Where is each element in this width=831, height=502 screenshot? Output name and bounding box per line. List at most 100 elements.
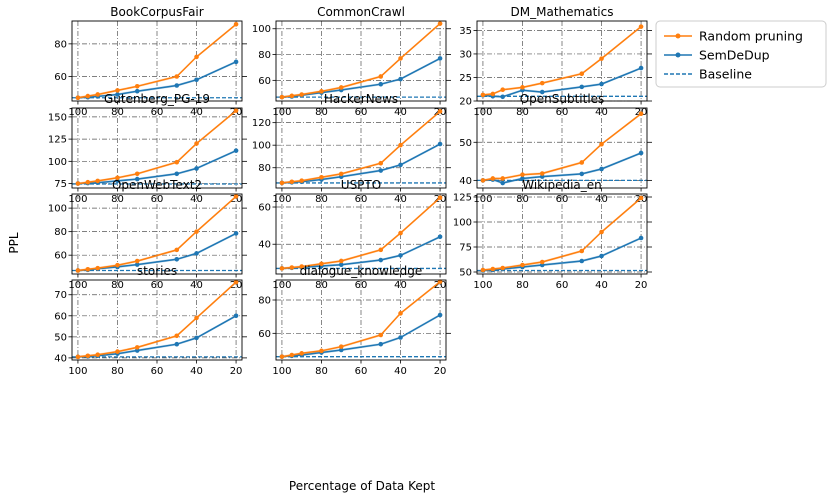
random-pruning-point bbox=[338, 258, 344, 264]
subplot-title: OpenSubtitles bbox=[520, 92, 605, 106]
x-tick-label: 80 bbox=[516, 280, 529, 291]
x-tick-label: 20 bbox=[434, 366, 447, 377]
x-tick-label: 80 bbox=[315, 366, 328, 377]
random-pruning-point bbox=[279, 180, 285, 186]
random-pruning-point bbox=[233, 194, 239, 199]
random-pruning-point bbox=[299, 92, 304, 97]
semdedup-point bbox=[579, 258, 585, 264]
x-tick-label: 80 bbox=[315, 194, 328, 205]
y-tick-label: 60 bbox=[54, 72, 67, 83]
y-tick-label: 100 bbox=[48, 204, 67, 215]
y-tick-label: 70 bbox=[54, 290, 67, 301]
random-pruning-point bbox=[134, 258, 140, 264]
random-pruning-point bbox=[378, 160, 384, 166]
random-pruning-point bbox=[289, 93, 295, 99]
x-tick-label: 60 bbox=[556, 194, 569, 205]
y-tick-label: 60 bbox=[258, 329, 271, 340]
semdedup-point bbox=[174, 171, 180, 177]
axes-frame bbox=[71, 107, 243, 189]
semdedup-point bbox=[599, 81, 604, 87]
semdedup-point bbox=[233, 231, 239, 236]
y-tick-label: 150 bbox=[48, 112, 67, 123]
random-pruning-point bbox=[319, 89, 324, 94]
legend-box bbox=[655, 20, 827, 88]
y-tick-label: 60 bbox=[258, 203, 271, 214]
subplot-title: HackerNews bbox=[324, 92, 398, 106]
random-pruning-point bbox=[75, 268, 81, 273]
semdedup-point bbox=[398, 162, 403, 168]
semdedup-point bbox=[233, 59, 239, 65]
axes-frame bbox=[275, 193, 447, 275]
semdedup-point bbox=[437, 141, 443, 147]
random-pruning-point bbox=[437, 195, 443, 201]
semdedup-point bbox=[233, 148, 239, 153]
semdedup-point bbox=[115, 92, 120, 97]
semdedup-point bbox=[174, 83, 180, 88]
x-tick-label: 20 bbox=[230, 280, 243, 291]
x-tick-label: 100 bbox=[272, 280, 291, 291]
y-tick-label: 125 bbox=[48, 135, 67, 146]
x-tick-label: 40 bbox=[394, 280, 407, 291]
y-tick-label: 40 bbox=[54, 353, 67, 364]
x-tick-label: 40 bbox=[190, 280, 203, 291]
subplot-title: DM_Mathematics bbox=[511, 5, 614, 19]
x-tick-label: 60 bbox=[151, 280, 164, 291]
semdedup-point bbox=[599, 253, 604, 259]
subplot-title: BookCorpusFair bbox=[110, 5, 203, 19]
y-tick-label: 100 bbox=[252, 141, 271, 152]
x-tick-label: 20 bbox=[230, 366, 243, 377]
semdedup-point bbox=[520, 176, 525, 181]
subplot-uspto: USPTO 100 80 60 40 20 40 60 bbox=[258, 178, 451, 291]
semdedup-point bbox=[638, 235, 644, 241]
random-pruning-point bbox=[233, 108, 239, 113]
random-pruning-point bbox=[279, 94, 285, 100]
random-pruning-point bbox=[95, 352, 100, 358]
random-pruning-point bbox=[520, 85, 525, 90]
y-tick-label: 60 bbox=[54, 311, 67, 322]
random-pruning-point bbox=[85, 93, 91, 99]
random-pruning-point bbox=[115, 262, 120, 268]
random-pruning-point bbox=[75, 181, 81, 186]
random-pruning-point bbox=[115, 349, 120, 354]
random-pruning-point bbox=[579, 160, 585, 165]
random-pruning-point bbox=[520, 262, 525, 268]
random-pruning-point bbox=[174, 333, 180, 339]
semdedup-point bbox=[398, 335, 403, 340]
axes-frame bbox=[71, 279, 243, 361]
legend: Random pruning SemDeDup Baseline bbox=[655, 20, 827, 88]
random-pruning-point bbox=[134, 171, 140, 177]
x-tick-label: 80 bbox=[315, 280, 328, 291]
subplot-grid: BookCorpusFair 100 80 60 40 20 60 80 CommonCrawl… bbox=[48, 5, 652, 377]
random-pruning-point bbox=[75, 95, 81, 101]
random-pruning-point bbox=[599, 56, 604, 61]
x-tick-label: 100 bbox=[68, 280, 87, 291]
semdedup-point bbox=[398, 253, 403, 258]
y-tick-label: 60 bbox=[54, 251, 67, 262]
semdedup-point bbox=[338, 347, 344, 353]
random-pruning-point bbox=[319, 174, 324, 180]
y-tick-label: 25 bbox=[459, 73, 472, 84]
axes-frame bbox=[476, 193, 648, 275]
y-tick-label: 100 bbox=[453, 218, 472, 229]
random-pruning-point bbox=[539, 80, 545, 86]
x-tick-label: 40 bbox=[190, 366, 203, 377]
random-pruning-point bbox=[638, 24, 644, 29]
semdedup-point bbox=[338, 262, 344, 267]
random-pruning-point bbox=[500, 176, 505, 181]
semdedup-point bbox=[378, 257, 384, 263]
x-tick-label: 100 bbox=[473, 194, 492, 205]
random-pruning-point bbox=[194, 229, 199, 234]
x-tick-label: 40 bbox=[595, 280, 608, 291]
random-pruning-point bbox=[299, 178, 304, 183]
subplot-title: USPTO bbox=[341, 178, 381, 192]
semdedup-point bbox=[134, 262, 140, 267]
random-pruning-point bbox=[299, 264, 304, 269]
subplot-title: CommonCrawl bbox=[317, 5, 405, 19]
random-pruning-point bbox=[437, 279, 443, 284]
legend-label-semdedup: SemDeDup bbox=[699, 48, 770, 63]
random-pruning-point bbox=[500, 87, 505, 93]
axes-frame bbox=[275, 20, 447, 102]
x-tick-label: 80 bbox=[111, 280, 124, 291]
